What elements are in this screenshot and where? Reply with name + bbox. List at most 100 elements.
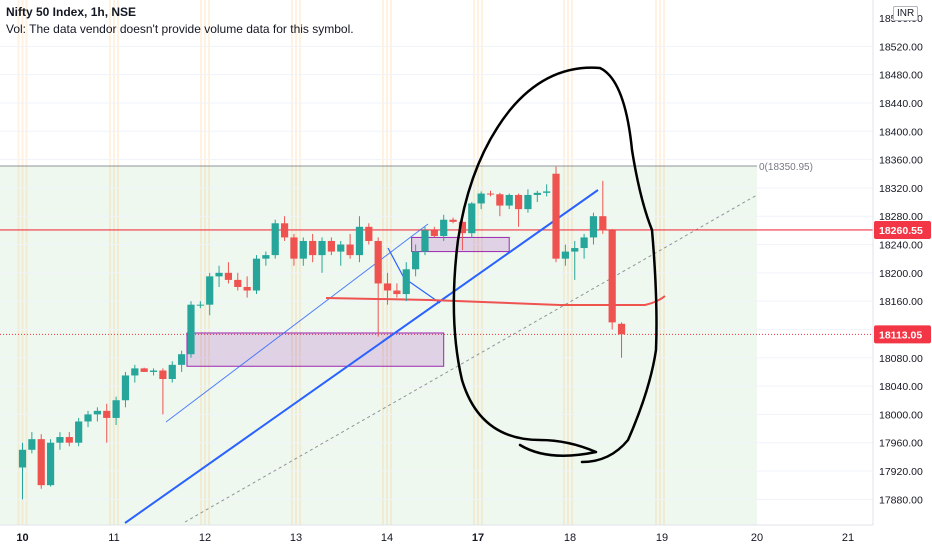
candle-body bbox=[402, 269, 410, 295]
session-band bbox=[113, 0, 115, 525]
session-band bbox=[117, 0, 119, 525]
session-band bbox=[655, 0, 657, 525]
time-tick-label: 13 bbox=[290, 532, 302, 544]
candle-body bbox=[121, 375, 130, 401]
session-band bbox=[563, 0, 565, 525]
candle-body bbox=[580, 237, 588, 249]
candle-body bbox=[168, 364, 176, 379]
dashed-trend-line bbox=[184, 194, 758, 523]
session-band bbox=[477, 0, 479, 525]
candle-body bbox=[149, 370, 158, 372]
session-band bbox=[567, 0, 569, 525]
price-tag-label: 18113.05 bbox=[879, 329, 922, 341]
candle-body bbox=[599, 216, 607, 231]
currency-badge[interactable]: INR bbox=[893, 6, 919, 21]
price-axis-bg bbox=[873, 0, 932, 550]
price-tick-label: 18280.00 bbox=[879, 211, 923, 223]
candle-body bbox=[440, 219, 448, 237]
hand-drawn-ellipse bbox=[452, 66, 658, 464]
candle-body bbox=[617, 323, 626, 335]
candle-body bbox=[337, 244, 345, 252]
price-tick-label: 18160.00 bbox=[879, 296, 923, 308]
chart-legend: Nifty 50 Index, 1h, NSE Vol: The data ve… bbox=[6, 4, 354, 38]
candle-body bbox=[346, 244, 354, 256]
session-band bbox=[204, 0, 206, 525]
session-band bbox=[109, 0, 111, 525]
time-tick-label: 17 bbox=[472, 532, 484, 544]
candle-body bbox=[252, 258, 261, 291]
session-band bbox=[473, 0, 475, 525]
candle-body bbox=[543, 191, 551, 193]
zone-rectangle-1 bbox=[186, 332, 445, 367]
candle-body bbox=[327, 240, 335, 252]
candle-body bbox=[84, 414, 92, 422]
thin-trend-line bbox=[165, 223, 429, 423]
candle-body bbox=[178, 354, 186, 365]
candle-body bbox=[299, 240, 307, 259]
zone-rectangle-2 bbox=[411, 236, 510, 253]
candle-body bbox=[234, 279, 242, 287]
session-band bbox=[663, 0, 665, 525]
candle-body bbox=[262, 255, 270, 259]
time-tick-label: 18 bbox=[564, 532, 576, 544]
price-tick-label: 17920.00 bbox=[879, 466, 923, 478]
support-drawn-line bbox=[325, 295, 666, 306]
main-trend-line bbox=[124, 189, 599, 524]
session-band bbox=[299, 0, 301, 525]
time-axis-bg bbox=[0, 525, 932, 550]
time-tick-label: 20 bbox=[751, 532, 763, 544]
price-tag-bg bbox=[874, 220, 931, 239]
candle-body bbox=[561, 251, 569, 259]
candle-body bbox=[533, 192, 541, 195]
candle-body bbox=[18, 449, 27, 468]
session-band bbox=[571, 0, 573, 525]
price-tick-label: 18040.00 bbox=[879, 381, 923, 393]
candle-body bbox=[131, 368, 139, 376]
candle-body bbox=[412, 251, 420, 270]
candle-body bbox=[46, 442, 55, 486]
candle-body bbox=[56, 437, 64, 443]
candle-body bbox=[112, 400, 120, 418]
candle-body bbox=[196, 304, 204, 306]
session-band bbox=[386, 0, 388, 525]
session-band bbox=[659, 0, 661, 525]
price-tick-label: 18520.00 bbox=[879, 41, 923, 53]
price-tick-label: 18480.00 bbox=[879, 70, 923, 82]
candle-body bbox=[280, 223, 289, 238]
price-tick-label: 18200.00 bbox=[879, 268, 923, 280]
price-tick-label: 18080.00 bbox=[879, 353, 923, 365]
time-tick-label: 21 bbox=[842, 532, 854, 544]
price-tick-label: 17880.00 bbox=[879, 494, 923, 506]
candle-body bbox=[477, 193, 485, 204]
candle-body bbox=[103, 410, 111, 418]
time-tick-label: 11 bbox=[108, 532, 119, 544]
time-tick-label: 12 bbox=[199, 532, 211, 544]
candle-body bbox=[449, 219, 457, 222]
session-band bbox=[291, 0, 293, 525]
candle-body bbox=[393, 290, 401, 295]
candle-body bbox=[365, 226, 373, 241]
candle-body bbox=[140, 368, 148, 372]
candle-body bbox=[496, 194, 504, 206]
price-tick-label: 18240.00 bbox=[879, 240, 923, 252]
candle-body bbox=[159, 370, 167, 379]
price-tick-label: 18360.00 bbox=[879, 155, 923, 167]
candle-body bbox=[224, 272, 233, 280]
candle-body bbox=[505, 194, 513, 206]
session-band bbox=[25, 0, 28, 525]
candle-body bbox=[468, 203, 476, 234]
session-band bbox=[208, 0, 210, 525]
session-band bbox=[481, 0, 483, 525]
candle-body bbox=[552, 173, 560, 259]
candle-body bbox=[28, 439, 36, 450]
candle-body bbox=[37, 439, 45, 486]
candle-body bbox=[421, 230, 429, 252]
price-tick-label: 18400.00 bbox=[879, 126, 923, 138]
session-band bbox=[390, 0, 392, 525]
candle-body bbox=[486, 193, 495, 195]
time-tick-label: 10 bbox=[16, 532, 28, 544]
price-tick-label: 17960.00 bbox=[879, 438, 923, 450]
symbol-title[interactable]: Nifty 50 Index, 1h, NSE bbox=[6, 5, 137, 19]
